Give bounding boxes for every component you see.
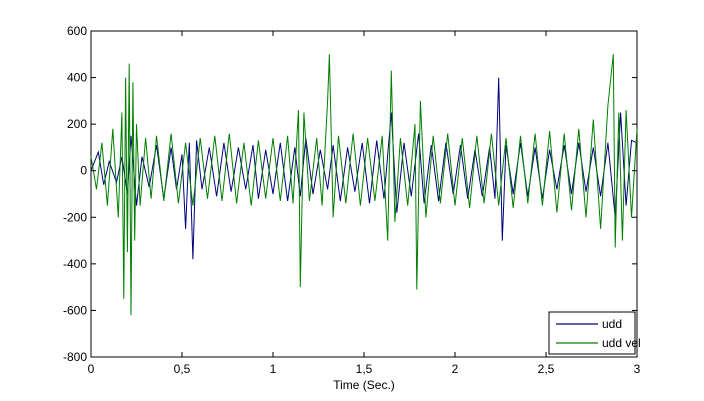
y-tick-label: 0 bbox=[80, 164, 87, 178]
x-axis-label: Time (Sec.) bbox=[333, 378, 395, 392]
legend-box bbox=[548, 311, 636, 355]
x-tick-label: 0,5 bbox=[174, 362, 191, 376]
y-tick-label: 600 bbox=[67, 24, 87, 38]
x-tick-label: 0 bbox=[88, 362, 95, 376]
x-axis-ticks: 0 0,5 1 1,5 2 2,5 3 bbox=[88, 31, 641, 376]
x-tick-label: 1,5 bbox=[356, 362, 373, 376]
legend-label-udd-vel: udd vel bbox=[602, 336, 641, 350]
y-axis-ticks: 600 400 200 0 -200 -400 -600 -800 bbox=[63, 24, 637, 364]
y-tick-label: -200 bbox=[63, 210, 87, 224]
series-line-udd-vel bbox=[90, 54, 638, 316]
y-tick-label: -400 bbox=[63, 257, 87, 271]
y-tick-label: 400 bbox=[67, 71, 87, 85]
plot-area bbox=[90, 30, 638, 358]
y-tick-label: 200 bbox=[67, 117, 87, 131]
y-tick-label: -800 bbox=[63, 350, 87, 364]
x-tick-label: 1 bbox=[270, 362, 277, 376]
series-layer bbox=[90, 54, 638, 316]
x-tick-label: 2,5 bbox=[538, 362, 555, 376]
legend-label-udd: udd bbox=[602, 317, 622, 331]
y-tick-label: -600 bbox=[63, 303, 87, 317]
legend: udd udd vel bbox=[548, 311, 641, 355]
x-tick-label: 3 bbox=[634, 362, 641, 376]
x-tick-label: 2 bbox=[452, 362, 459, 376]
